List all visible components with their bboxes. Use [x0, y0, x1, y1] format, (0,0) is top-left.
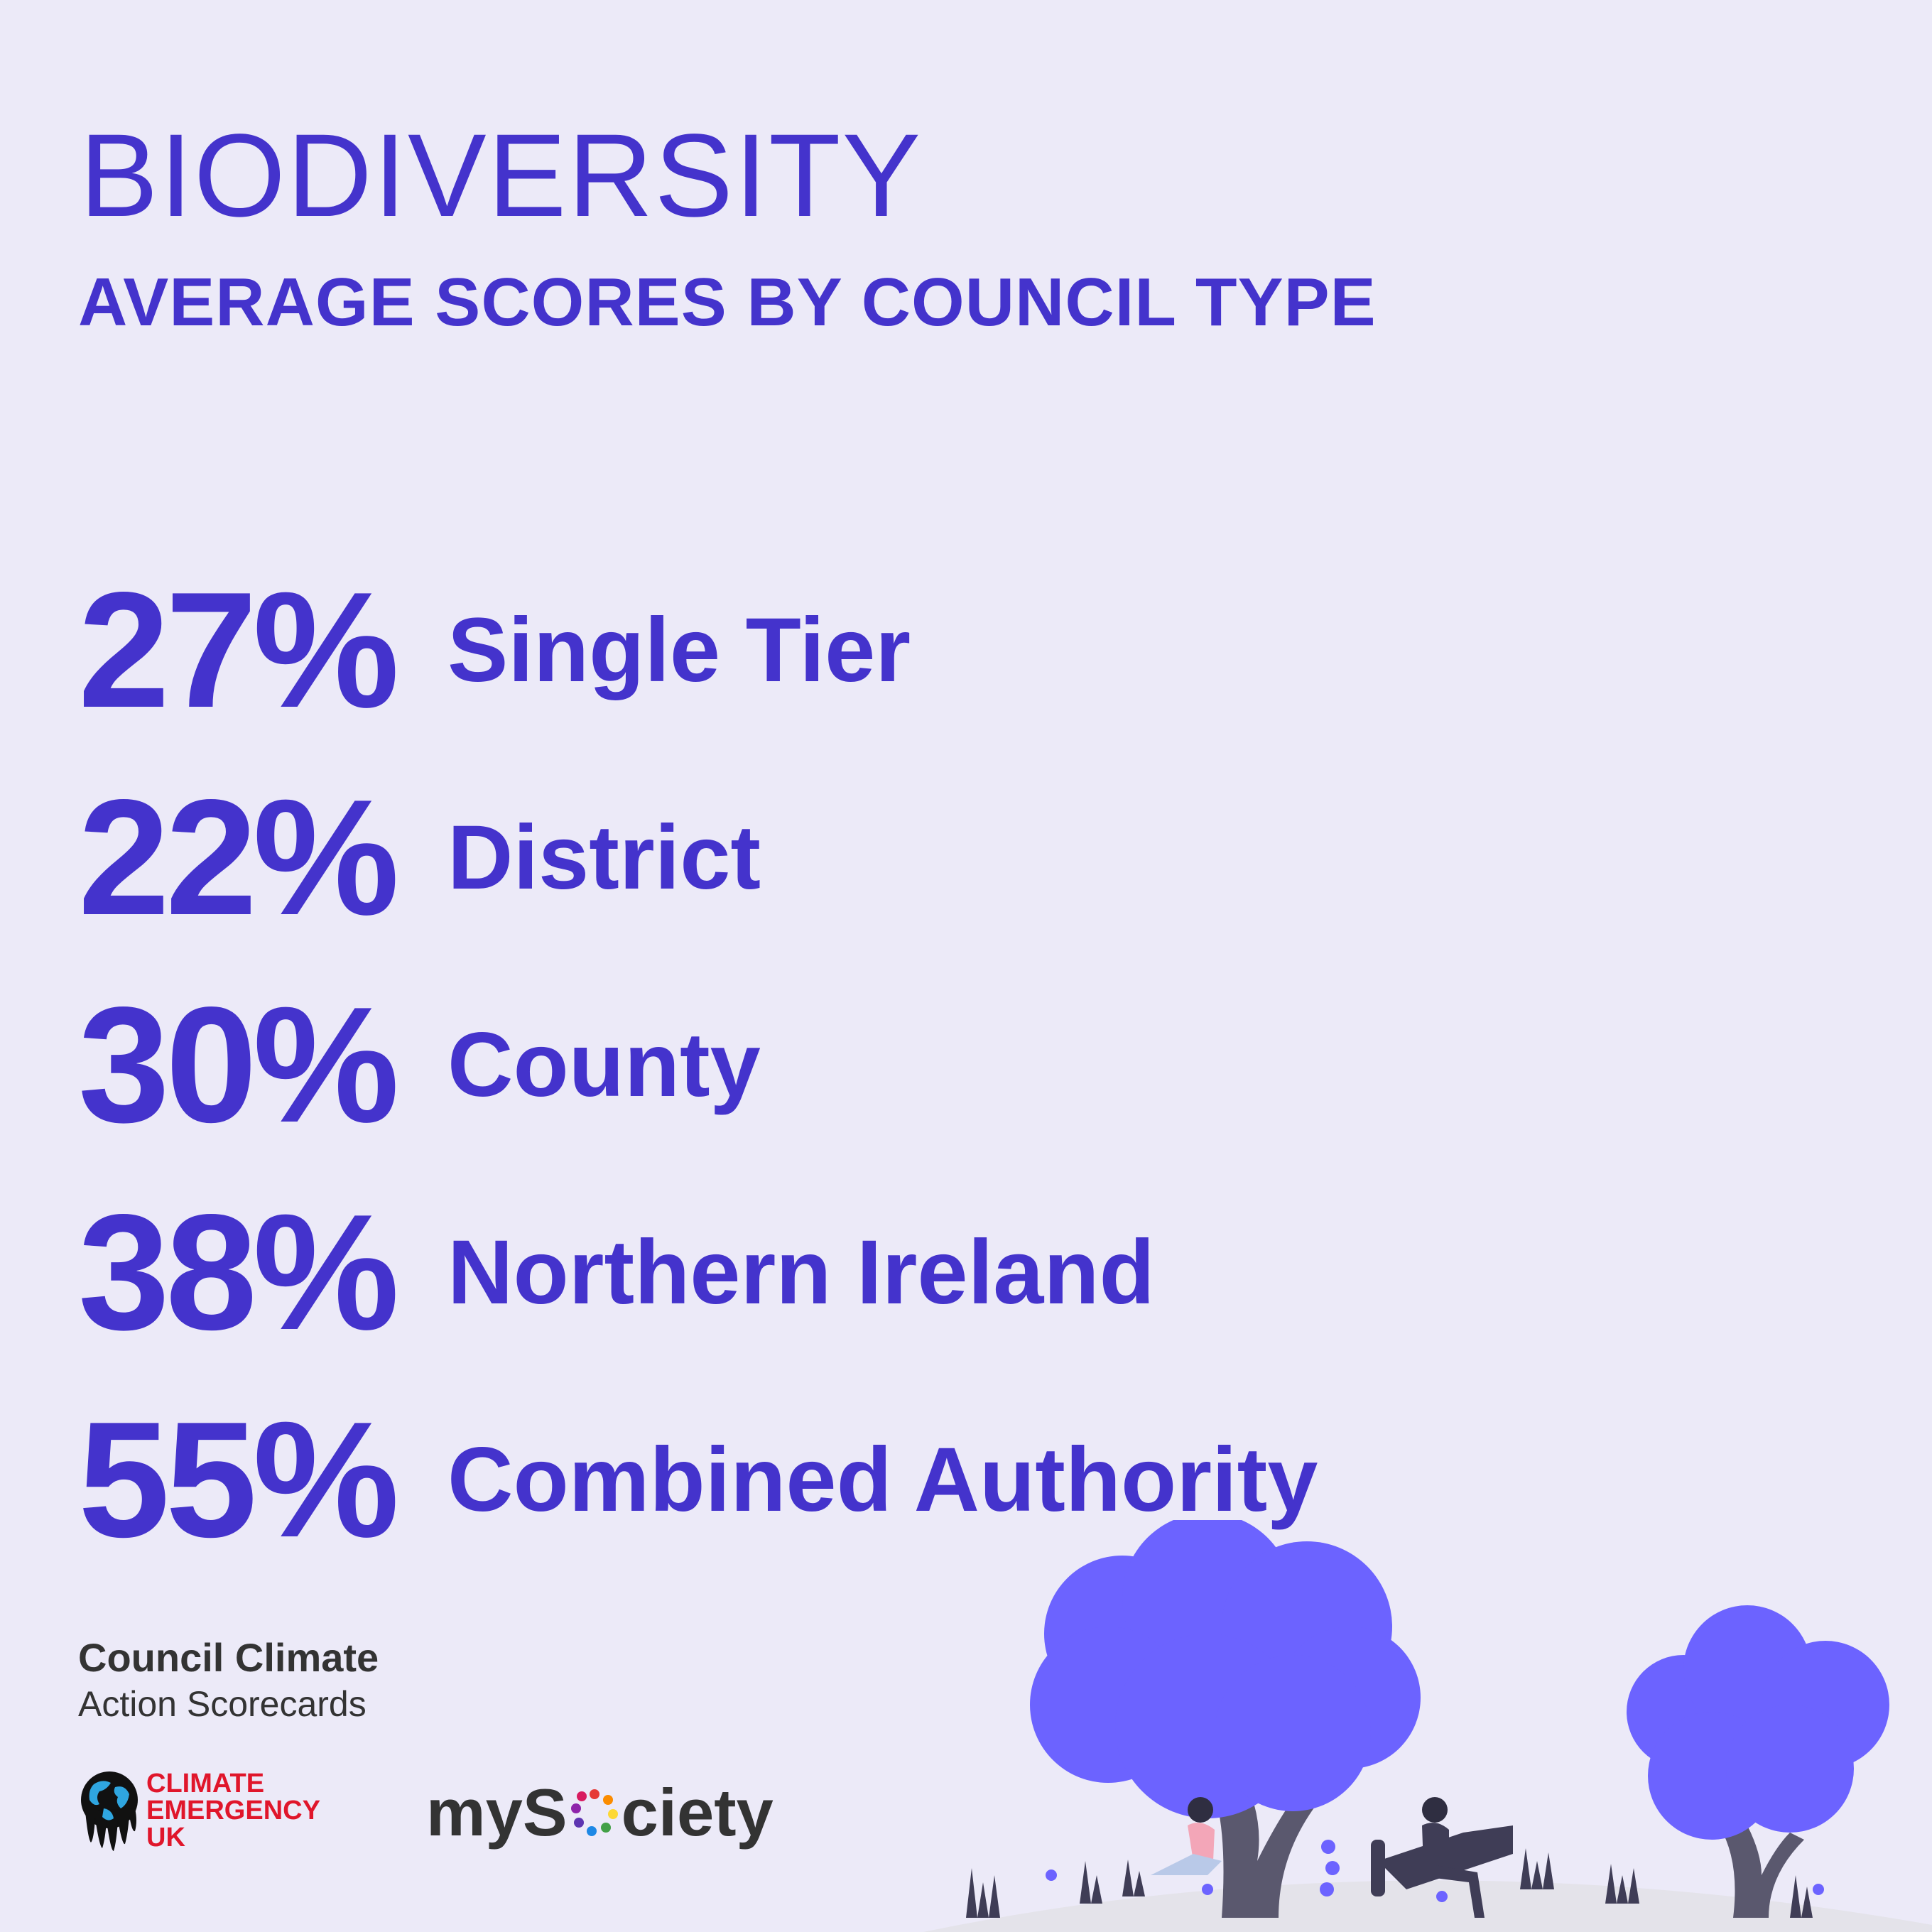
tree-left — [1030, 1520, 1421, 1918]
mysociety-suffix: ciety — [621, 1775, 774, 1850]
stat-row-combined-authority: 55% Combined Authority — [78, 1377, 1318, 1584]
stat-label: Northern Ireland — [447, 1222, 1155, 1323]
stat-value: 22% — [78, 766, 399, 950]
stat-row-county: 30% County — [78, 962, 1318, 1169]
flower-icon — [1046, 1840, 1824, 1902]
grass-icon — [966, 1848, 1813, 1918]
ceuk-word: CLIMATE — [146, 1769, 265, 1798]
climate-emergency-uk-logo: CLIMATE EMERGENCY UK — [78, 1769, 320, 1852]
stat-row-single-tier: 27% Single Tier — [78, 547, 1318, 754]
person-on-bench — [1422, 1797, 1485, 1918]
page-subtitle: AVERAGE SCORES BY COUNCIL TYPE — [78, 264, 1377, 340]
ceuk-word: UK — [146, 1823, 185, 1852]
stat-row-northern-ireland: 38% Northern Ireland — [78, 1169, 1318, 1377]
brand-block: Council Climate Action Scorecards — [78, 1634, 379, 1727]
stat-value: 38% — [78, 1181, 399, 1364]
mysociety-dots-icon — [570, 1789, 618, 1836]
brand-subtitle: Action Scorecards — [78, 1684, 367, 1725]
stat-row-district: 22% District — [78, 754, 1318, 962]
stat-value: 55% — [78, 1388, 399, 1572]
stats-list: 27% Single Tier 22% District 30% County … — [78, 547, 1318, 1584]
mysociety-prefix: myS — [426, 1775, 568, 1850]
stat-label: Combined Authority — [447, 1429, 1318, 1531]
mysociety-logo: myS ciety — [426, 1779, 774, 1846]
stat-label: Single Tier — [447, 599, 911, 701]
park-illustration — [923, 1520, 1932, 1932]
globe-icon — [81, 1771, 138, 1851]
brand-title: Council Climate — [78, 1635, 379, 1680]
tree-right — [1627, 1605, 1889, 1918]
ceuk-word: EMERGENCY — [146, 1796, 320, 1825]
page-title: BIODIVERSITY — [80, 110, 923, 242]
stat-value: 27% — [78, 558, 399, 742]
stat-value: 30% — [78, 973, 399, 1157]
stat-label: County — [447, 1014, 761, 1116]
ceuk-wordmark: CLIMATE EMERGENCY UK — [146, 1770, 320, 1851]
person-reading — [1151, 1797, 1222, 1875]
stat-label: District — [447, 807, 761, 908]
ground — [923, 1880, 1932, 1932]
